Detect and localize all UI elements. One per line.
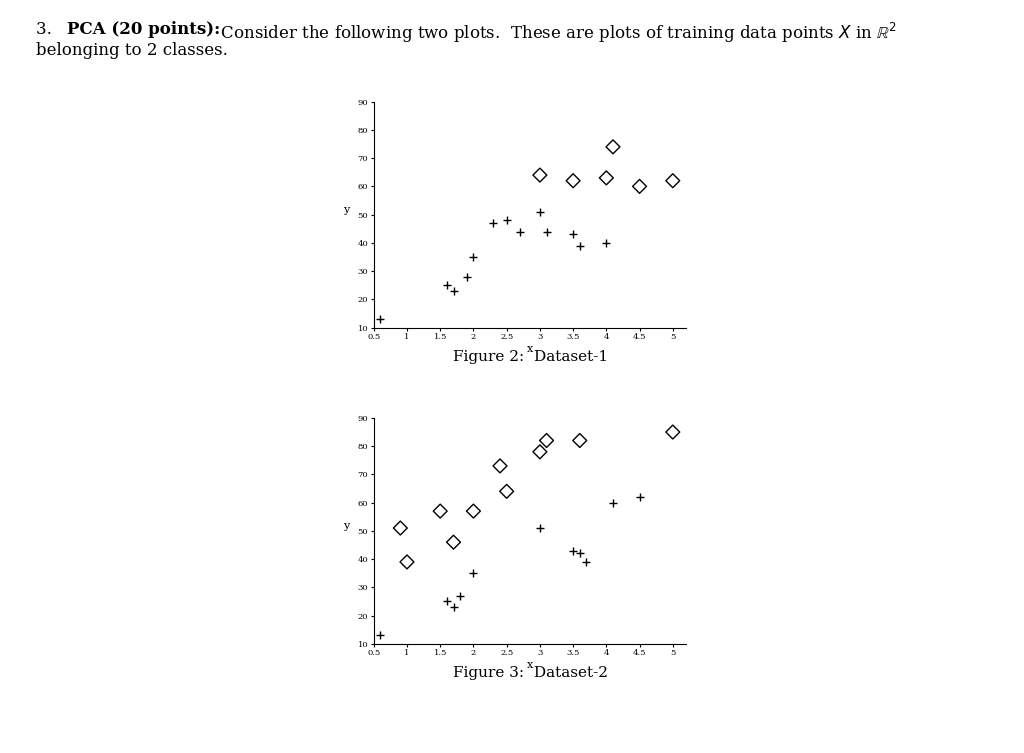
Point bbox=[392, 522, 409, 534]
Point bbox=[531, 169, 548, 181]
Point bbox=[372, 630, 388, 642]
Text: PCA (20 points):: PCA (20 points): bbox=[67, 21, 220, 38]
Point bbox=[499, 486, 515, 498]
Point bbox=[465, 505, 481, 517]
Point bbox=[598, 237, 614, 249]
Point bbox=[539, 434, 555, 447]
Text: belonging to 2 classes.: belonging to 2 classes. bbox=[36, 42, 227, 59]
Point bbox=[539, 226, 555, 238]
Point bbox=[605, 141, 622, 153]
Point bbox=[432, 505, 449, 517]
Point bbox=[438, 279, 455, 291]
Point bbox=[571, 239, 588, 252]
Point bbox=[512, 226, 528, 238]
Point bbox=[598, 172, 614, 184]
Point bbox=[492, 460, 508, 472]
Point bbox=[605, 497, 622, 509]
X-axis label: x: x bbox=[526, 660, 534, 670]
Point bbox=[565, 228, 582, 240]
Point bbox=[445, 536, 462, 548]
Y-axis label: y: y bbox=[343, 521, 349, 531]
Point bbox=[445, 601, 462, 613]
Point bbox=[372, 313, 388, 325]
Point bbox=[459, 271, 475, 283]
Point bbox=[398, 556, 415, 568]
Point bbox=[465, 251, 481, 263]
Point bbox=[531, 206, 548, 218]
Text: Consider the following two plots.  These are plots of training data points $X$ i: Consider the following two plots. These … bbox=[210, 21, 897, 45]
Point bbox=[665, 426, 681, 438]
Point bbox=[452, 590, 468, 602]
Text: Figure 2:  Dataset-1: Figure 2: Dataset-1 bbox=[453, 350, 608, 364]
Point bbox=[531, 446, 548, 458]
Point bbox=[579, 556, 595, 568]
Point bbox=[632, 491, 648, 503]
Point bbox=[438, 596, 455, 608]
Y-axis label: y: y bbox=[343, 205, 349, 215]
Point bbox=[465, 567, 481, 579]
Text: Figure 3:  Dataset-2: Figure 3: Dataset-2 bbox=[453, 666, 608, 681]
Point bbox=[632, 181, 648, 193]
X-axis label: x: x bbox=[526, 344, 534, 354]
Point bbox=[571, 547, 588, 559]
Point bbox=[445, 285, 462, 297]
Point bbox=[665, 175, 681, 187]
Point bbox=[565, 544, 582, 556]
Point bbox=[571, 434, 588, 447]
Point bbox=[485, 217, 502, 229]
Point bbox=[499, 215, 515, 227]
Point bbox=[531, 522, 548, 534]
Point bbox=[565, 175, 582, 187]
Text: 3.: 3. bbox=[36, 21, 62, 38]
